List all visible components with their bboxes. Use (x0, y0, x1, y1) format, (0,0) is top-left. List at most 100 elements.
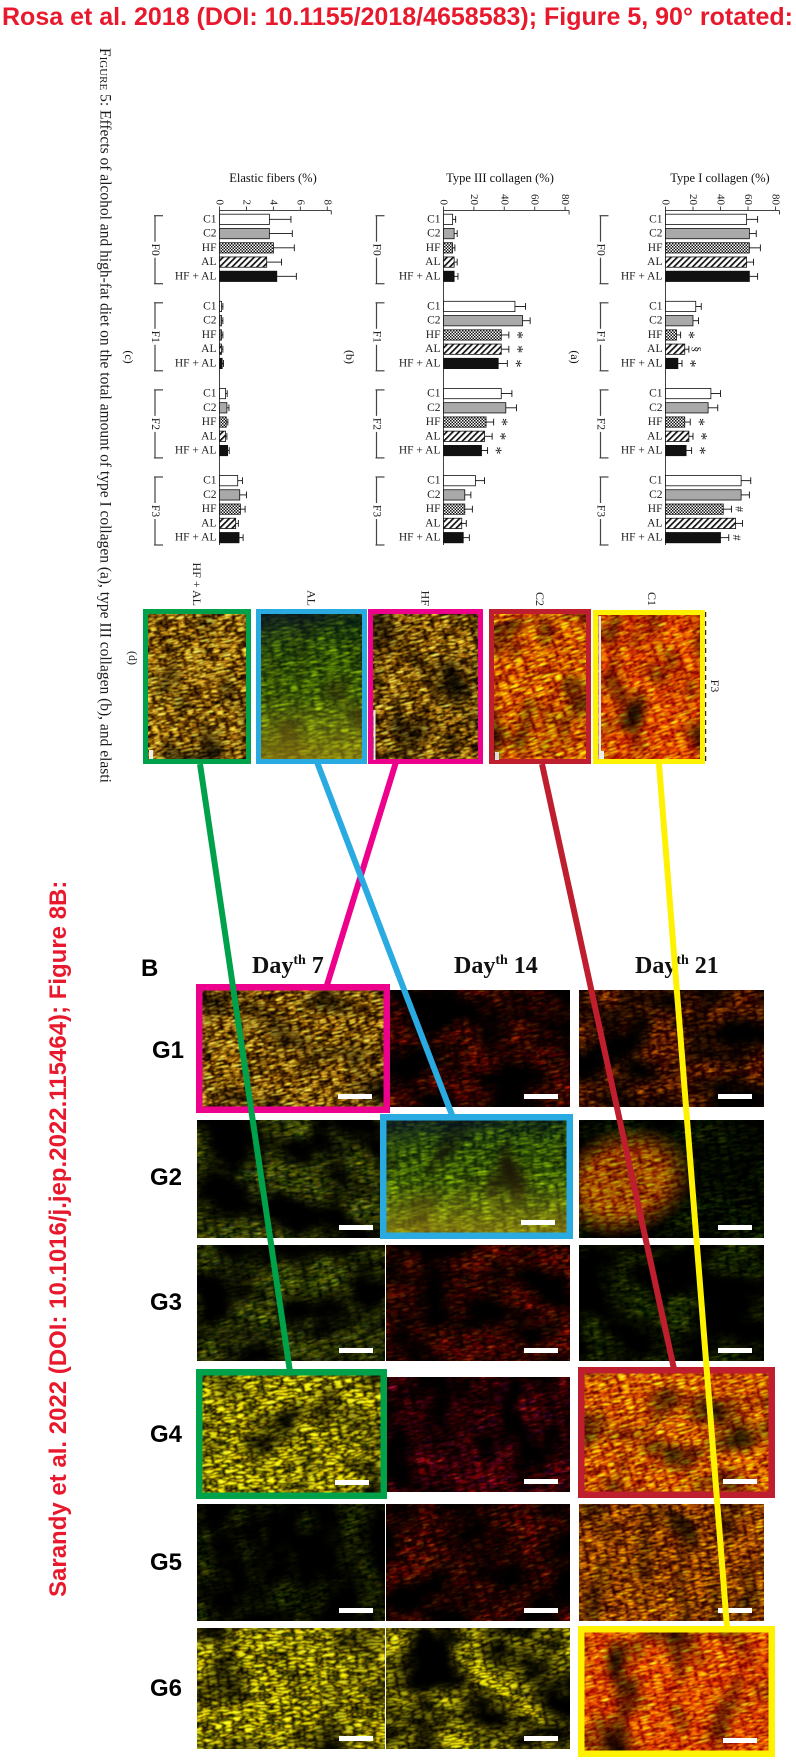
svg-text:F0: F0 (371, 244, 383, 256)
svg-text:*: * (693, 432, 710, 440)
svg-text:AL: AL (425, 256, 440, 268)
svg-text:*: * (680, 331, 697, 339)
svg-text:HF: HF (648, 503, 663, 515)
svg-text:C2: C2 (649, 402, 663, 414)
svg-text:AL: AL (647, 430, 662, 442)
svg-text:F2: F2 (595, 418, 607, 430)
svg-text:C1: C1 (203, 388, 217, 400)
svg-text:80: 80 (559, 194, 571, 206)
svg-text:#: # (733, 506, 747, 512)
svg-text:*: * (682, 359, 699, 367)
svg-text:C1: C1 (203, 300, 217, 312)
svg-text:80: 80 (770, 194, 782, 206)
svg-text:HF: HF (202, 242, 217, 254)
svg-text:HF + AL: HF + AL (621, 357, 663, 369)
svg-text:20: 20 (687, 194, 699, 206)
svg-text:4: 4 (267, 200, 279, 206)
svg-text:Type I collagen (%): Type I collagen (%) (670, 171, 769, 185)
svg-text:*: * (508, 345, 525, 353)
svg-text:HF + AL: HF + AL (621, 445, 663, 457)
svg-text:0: 0 (438, 200, 450, 206)
svg-text:C1: C1 (427, 475, 441, 487)
svg-text:60: 60 (742, 194, 754, 206)
svg-text:C1: C1 (427, 300, 441, 312)
svg-text:HF + AL: HF + AL (399, 532, 441, 544)
svg-text:HF: HF (202, 503, 217, 515)
svg-text:20: 20 (468, 194, 480, 206)
svg-text:C1: C1 (427, 213, 441, 225)
svg-text:Type III collagen (%): Type III collagen (%) (446, 171, 554, 185)
svg-text:#: # (730, 535, 744, 541)
svg-text:(a): (a) (568, 350, 582, 363)
svg-text:HF + AL: HF + AL (175, 532, 217, 544)
svg-text:F3: F3 (371, 505, 383, 517)
svg-text:C1: C1 (649, 213, 663, 225)
svg-text:HF: HF (648, 329, 663, 341)
svg-text:*: * (690, 418, 707, 426)
svg-text:6: 6 (294, 200, 306, 206)
svg-text:HF + AL: HF + AL (175, 445, 217, 457)
svg-text:(d): (d) (126, 651, 140, 665)
svg-text:F3: F3 (708, 680, 722, 693)
svg-text:C1: C1 (649, 388, 663, 400)
svg-text:AL: AL (647, 256, 662, 268)
svg-text:HF + AL: HF + AL (190, 563, 204, 606)
svg-text:C2: C2 (427, 489, 441, 501)
svg-text:*: * (487, 447, 504, 455)
svg-text:F3: F3 (595, 505, 607, 517)
svg-text:(b): (b) (343, 350, 357, 364)
svg-text:HF + AL: HF + AL (175, 357, 217, 369)
svg-text:HF + AL: HF + AL (621, 270, 663, 282)
svg-text:C2: C2 (649, 315, 663, 327)
svg-text:HF: HF (419, 591, 433, 607)
svg-text:F1: F1 (149, 331, 161, 343)
svg-text:C1: C1 (203, 213, 217, 225)
svg-text:F2: F2 (149, 418, 161, 430)
svg-text:AL: AL (201, 256, 216, 268)
svg-text:C2: C2 (649, 489, 663, 501)
svg-text:*: * (492, 432, 509, 440)
svg-text:Elastic fibers (%): Elastic fibers (%) (229, 171, 316, 185)
svg-text:*: * (507, 359, 524, 367)
svg-text:AL: AL (425, 430, 440, 442)
svg-text:HF: HF (648, 416, 663, 428)
svg-text:C1: C1 (645, 592, 659, 606)
svg-text:(c): (c) (122, 350, 136, 363)
svg-text:F0: F0 (595, 244, 607, 256)
svg-text:C1: C1 (649, 475, 663, 487)
svg-text:HF + AL: HF + AL (399, 357, 441, 369)
svg-text:C2: C2 (427, 228, 441, 240)
svg-text:2: 2 (241, 200, 253, 206)
svg-text:AL: AL (425, 517, 440, 529)
svg-text:F0: F0 (149, 244, 161, 256)
svg-text:HF + AL: HF + AL (621, 532, 663, 544)
svg-text:60: 60 (529, 194, 541, 206)
svg-text:C1: C1 (427, 388, 441, 400)
svg-text:AL: AL (201, 517, 216, 529)
svg-text:C2: C2 (533, 592, 547, 606)
svg-text:AL: AL (425, 343, 440, 355)
svg-text:AL: AL (201, 343, 216, 355)
svg-text:*: * (493, 418, 510, 426)
svg-text:AL: AL (647, 343, 662, 355)
svg-text:C2: C2 (427, 315, 441, 327)
svg-text:AL: AL (201, 430, 216, 442)
svg-text:C2: C2 (203, 315, 217, 327)
svg-text:HF: HF (202, 329, 217, 341)
svg-text:40: 40 (498, 194, 510, 206)
svg-text:HF: HF (648, 242, 663, 254)
svg-text:40: 40 (715, 194, 727, 206)
svg-text:0: 0 (660, 200, 672, 206)
svg-text:HF + AL: HF + AL (175, 270, 217, 282)
svg-text:HF: HF (426, 329, 441, 341)
svg-text:Figure 5: Effects of alcohol a: Figure 5: Effects of alcohol and high-fa… (97, 48, 114, 784)
svg-text:AL: AL (647, 517, 662, 529)
svg-text:C2: C2 (649, 228, 663, 240)
svg-text:§: § (690, 346, 704, 352)
svg-text:HF: HF (426, 416, 441, 428)
svg-text:C2: C2 (427, 402, 441, 414)
svg-text:F1: F1 (371, 331, 383, 343)
svg-text:AL: AL (305, 590, 319, 606)
svg-text:C1: C1 (203, 475, 217, 487)
svg-text:C2: C2 (203, 402, 217, 414)
